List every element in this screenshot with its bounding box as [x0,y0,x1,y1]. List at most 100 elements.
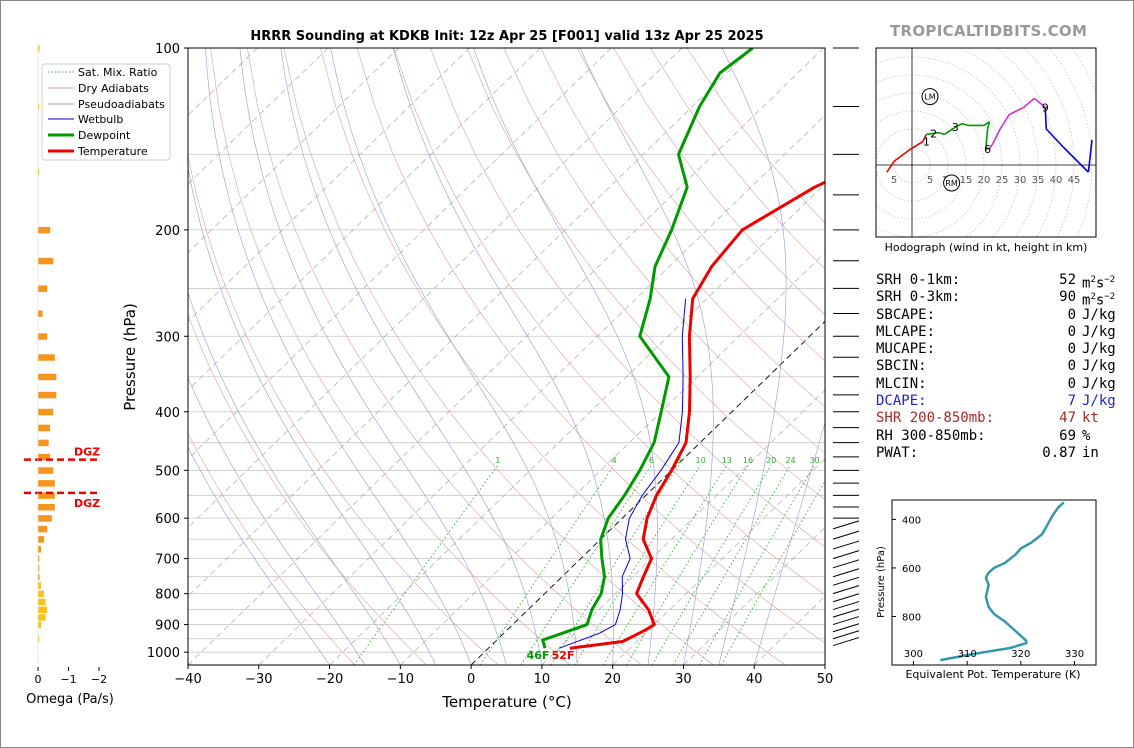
isotherm [188,48,753,597]
omega-bar [38,453,51,461]
param-row: RH 300-850mb: 69% [876,428,1116,445]
param-unit: J/kg [1082,375,1116,392]
param-unit: m2s−2 [1082,292,1116,309]
pseudoadiabat [392,48,614,665]
legend-entry: Pseudoadiabats [78,98,165,111]
pseudoadiabat [280,48,543,665]
param-label: SRH 0-3km: [876,289,961,306]
hodo-segment [893,149,909,163]
param-label: PWAT: [876,444,919,461]
omega-bar [38,598,46,606]
hodo-ring-label: 40 [1050,175,1063,186]
hodo-segment [1033,97,1046,109]
hodo-segment [999,114,1010,130]
mixing-ratio-line [626,464,749,665]
mixing-ratio-label: 6 [649,456,654,465]
wind-barb [832,616,860,626]
pseudoadiabat [718,48,787,665]
brand-label: TROPICALTIDBITS.COM [890,22,1088,40]
hodo-segment [986,121,991,130]
omega-bar [38,564,40,572]
wind-barb [832,623,860,633]
dry-adiabat [283,48,714,665]
param-value: 0 [1067,323,1076,340]
wind-barb [832,601,860,611]
hodo-segment [1044,107,1048,130]
omega-bar [38,354,55,361]
omega-bar [38,168,40,175]
theta-e-ylabel: Pressure (hPa) [876,546,887,618]
param-unit: m2s−2 [1082,275,1116,292]
omega-bar [38,226,51,234]
hodo-marker-label: LM [924,93,935,102]
omega-tick-label: −2 [91,673,107,686]
y-tick-label: 400 [155,406,180,421]
omega-bar [38,480,55,487]
dry-adiabat [430,48,825,548]
hodo-ring-label: 25 [996,175,1009,186]
param-row: SRH 0-1km: 52 m2s−2 [876,272,1116,292]
x-tick-label: 10 [534,672,551,687]
pseudoadiabat [753,421,825,665]
omega-bar [38,467,54,474]
omega-bar [38,45,40,52]
isotherm [470,320,825,665]
legend-entry: Wetbulb [78,113,123,126]
legend: Sat. Mix. Ratio Dry Adiabats Pseudoadiab… [41,63,171,161]
param-label: MUCAPE: [876,341,936,358]
param-value: 0 [1067,306,1076,323]
theta-y-tick-label: 400 [902,515,921,526]
hodograph-frame [875,47,1097,238]
omega-bar [38,373,57,381]
y-tick-label: 900 [155,619,180,634]
chart-title: HRRR Sounding at KDKB Init: 12z Apr 25 [… [250,29,763,44]
skewt-ylabel: Pressure (hPa) [121,303,139,411]
hodo-segment [933,131,940,135]
omega-bar [38,525,48,533]
omega-tick-label: −1 [60,673,76,686]
series-dewpoint-line [541,48,754,649]
mixing-ratio-line [672,464,791,665]
omega-bar [38,310,43,317]
dry-adiabat [613,48,825,316]
hodo-segment [992,128,1001,144]
wind-barb [832,593,860,603]
series-temperature-line [569,180,825,650]
hodo-height-label: 2 [930,127,937,140]
param-row: SRH 0-3km: 90 m2s−2 [876,289,1116,309]
hodo-ring-label: 35 [1032,175,1045,186]
mixing-ratio-line [651,464,772,665]
isotherm [188,48,683,529]
hodo-segment [943,126,956,136]
y-tick-label: 700 [155,553,180,568]
hodo-segment [907,140,924,152]
y-tick-label: 1000 [147,646,180,661]
omega-bar [38,555,40,563]
param-label: DCAPE: [876,393,927,410]
theta-x-tick-label: 300 [904,649,923,660]
param-label: SBCIN: [876,358,927,375]
hodo-height-label: 6 [984,143,991,156]
param-unit: kt [1082,410,1099,427]
surface-temperature-label: 52F [552,649,575,662]
param-row: SHR 200-850mb: 47 kt [876,410,1116,427]
hodo-ring-label: 45 [1068,175,1081,186]
mixing-ratio-line [602,464,728,665]
mixing-ratio-label: 20 [766,456,776,465]
x-tick-label: −10 [387,672,414,687]
dry-adiabat [576,48,825,362]
skewt-xlabel: Temperature (°C) [441,693,571,711]
theta-y-tick-label: 800 [902,612,921,623]
hodo-marker-circle [921,88,939,106]
omega-axis-label: Omega (Pa/s) [26,692,114,707]
param-row: PWAT: 0.87 in [876,445,1116,462]
dry-adiabat [188,314,427,665]
omega-bar [38,621,42,629]
dry-adiabat [503,48,825,454]
param-row: MLCIN: 0 J/kg [876,376,1116,393]
legend-entry: Dry Adiabats [78,82,149,95]
wind-barb [832,637,860,647]
param-row: SBCAPE: 0 J/kg [876,307,1116,324]
x-tick-label: −30 [245,672,272,687]
